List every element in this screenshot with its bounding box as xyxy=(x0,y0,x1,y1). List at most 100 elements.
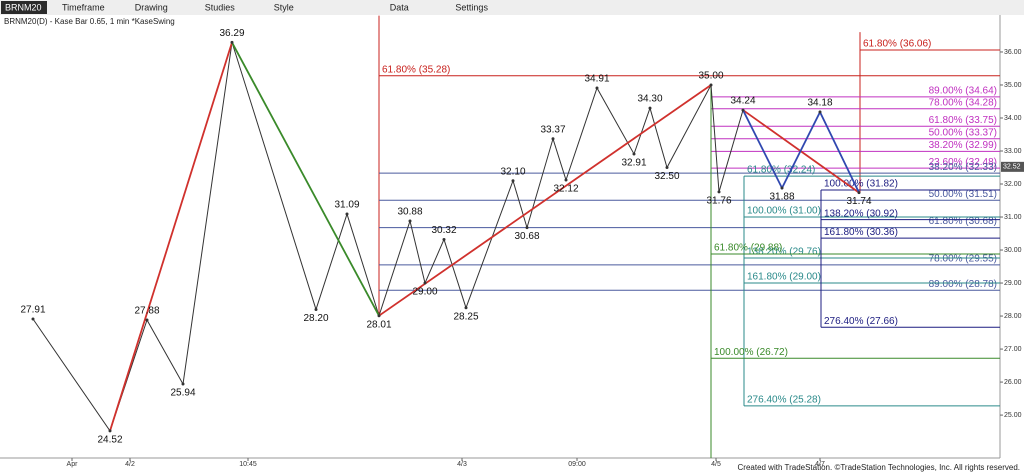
y-tick-label: 27.00 xyxy=(1004,346,1022,353)
swing-label: 31.76 xyxy=(706,196,731,207)
y-tick-label: 33.00 xyxy=(1004,148,1022,155)
fib-label: 161.80% (29.00) xyxy=(747,272,821,283)
swing-point xyxy=(314,307,318,311)
fib-label: 100.00% (31.00) xyxy=(747,206,821,217)
swing-label: 36.29 xyxy=(219,28,244,39)
x-tick-label: 09:00 xyxy=(568,461,586,468)
fib-label: 89.00% (28.78) xyxy=(929,279,997,290)
swing-point xyxy=(31,317,35,321)
last-price-box xyxy=(1001,161,1024,172)
swing-label: 27.88 xyxy=(134,306,159,317)
toolbar xyxy=(0,0,1024,15)
swing-label: 28.01 xyxy=(366,319,391,330)
swing-point xyxy=(377,314,381,318)
swing-label: 34.18 xyxy=(807,98,832,109)
swing-point xyxy=(345,212,349,216)
fib-label: 23.60% (32.48) xyxy=(929,157,997,168)
y-tick-label: 29.00 xyxy=(1004,280,1022,287)
toolbar-item[interactable]: Studies xyxy=(205,2,236,12)
swing-point xyxy=(181,382,185,386)
fib-label: 61.80% (36.06) xyxy=(863,39,931,50)
fib-label: 61.80% (30.68) xyxy=(929,216,997,227)
swing-label: 30.32 xyxy=(431,225,456,236)
fib-label: 61.80% (32.24) xyxy=(747,165,815,176)
swing-leg xyxy=(378,84,712,317)
fib-label: 61.80% (35.28) xyxy=(382,64,450,75)
toolbar-item[interactable]: Data xyxy=(390,2,409,12)
fib-label: 50.00% (33.37) xyxy=(929,127,997,138)
swing-label: 31.88 xyxy=(769,192,794,203)
fib-label: 161.80% (30.36) xyxy=(824,227,898,238)
fib-label: 78.00% (29.55) xyxy=(929,254,997,265)
swing-label: 28.20 xyxy=(303,313,328,324)
x-tick-label: 4/2 xyxy=(125,461,135,468)
swing-label: 33.37 xyxy=(540,124,565,135)
swing-point xyxy=(595,86,599,90)
swing-point xyxy=(564,178,568,182)
x-tick-label: 4/7 xyxy=(815,461,825,468)
chart-title: BRNM20(D) - Kase Bar 0.65, 1 min *KaseSw… xyxy=(4,17,175,26)
x-tick-label: 10:45 xyxy=(239,461,257,468)
fib-label: 61.80% (29.88) xyxy=(714,243,782,254)
swing-label: 32.12 xyxy=(553,184,578,195)
toolbar-item[interactable]: Style xyxy=(274,2,294,12)
swing-point xyxy=(780,186,784,190)
swing-label: 34.91 xyxy=(584,74,609,85)
fib-label: 78.00% (34.28) xyxy=(929,97,997,108)
swing-point xyxy=(709,83,713,87)
x-tick-label: 4/5 xyxy=(711,461,721,468)
fib-label: 276.40% (27.66) xyxy=(824,316,898,327)
y-tick-label: 28.00 xyxy=(1004,313,1022,320)
footer: Created with TradeStation. ©TradeStation… xyxy=(738,463,1021,472)
swing-point xyxy=(145,318,149,322)
swing-point xyxy=(525,226,529,230)
y-tick-label: 26.00 xyxy=(1004,379,1022,386)
symbol[interactable]: BRNM20 xyxy=(5,2,42,12)
swing-point xyxy=(423,281,427,285)
swing-point xyxy=(551,137,555,141)
y-tick-label: 31.00 xyxy=(1004,214,1022,221)
toolbar-item[interactable]: Timeframe xyxy=(62,2,105,12)
swing-label: 31.09 xyxy=(334,200,359,211)
swing-label: 32.10 xyxy=(500,166,525,177)
swing-point xyxy=(230,40,234,44)
swing-point xyxy=(741,108,745,112)
swing-point xyxy=(717,190,721,194)
swing-leg xyxy=(231,41,380,317)
fib-label: 61.80% (33.75) xyxy=(929,115,997,126)
y-tick-label: 35.00 xyxy=(1004,82,1022,89)
swing-label: 32.50 xyxy=(654,171,679,182)
swing-leg xyxy=(109,42,233,432)
swing-point xyxy=(464,306,468,310)
symbol-box[interactable] xyxy=(1,1,47,14)
swing-point xyxy=(648,106,652,110)
y-tick-label: 25.00 xyxy=(1004,412,1022,419)
toolbar-item[interactable]: Settings xyxy=(455,2,488,12)
swing-label: 34.30 xyxy=(637,94,662,105)
plot-area xyxy=(0,15,1000,458)
fib-label: 50.00% (31.51) xyxy=(929,189,997,200)
swing-label: 30.68 xyxy=(514,231,539,242)
swing-point xyxy=(632,152,636,156)
swing-point xyxy=(442,237,446,241)
swing-label: 28.25 xyxy=(453,311,478,322)
swing-point xyxy=(857,191,861,195)
y-tick-label: 32.00 xyxy=(1004,181,1022,188)
fib-label: 138.20% (29.76) xyxy=(747,247,821,258)
swing-point xyxy=(665,166,669,170)
swing-leg xyxy=(742,109,860,193)
swing-label: 34.24 xyxy=(730,96,755,107)
fib-label: 38.20% (32.99) xyxy=(929,140,997,151)
swing-label: 35.00 xyxy=(698,71,723,82)
toolbar-item[interactable]: Drawing xyxy=(135,2,168,12)
x-tick-label: Apr xyxy=(67,461,79,468)
x-tick-label: 4/3 xyxy=(457,461,467,468)
fib-label: 138.20% (30.92) xyxy=(824,208,898,219)
fib-label: 100.00% (26.72) xyxy=(714,347,788,358)
fib-label: 276.40% (25.28) xyxy=(747,394,821,405)
y-tick-label: 36.00 xyxy=(1004,49,1022,56)
swing-label: 24.52 xyxy=(97,435,122,446)
fib-label: 89.00% (34.64) xyxy=(929,86,997,97)
swing-point xyxy=(818,110,822,114)
